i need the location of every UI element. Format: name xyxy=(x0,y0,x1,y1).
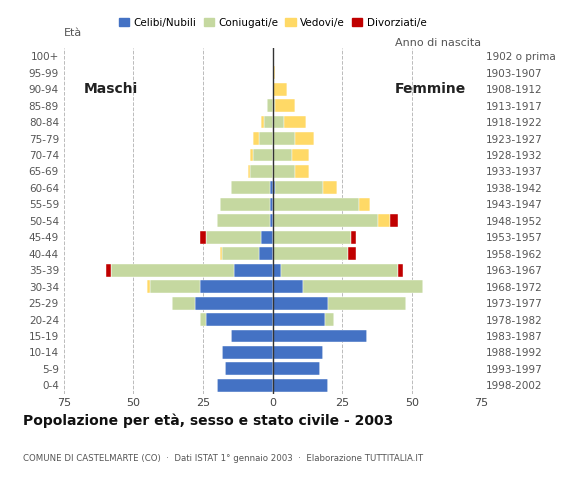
Bar xyxy=(223,346,273,359)
Bar xyxy=(273,280,303,293)
Bar xyxy=(295,132,314,145)
Text: Età: Età xyxy=(64,28,82,38)
Text: COMUNE DI CASTELMARTE (CO)  ·  Dati ISTAT 1° gennaio 2003  ·  Elaborazione TUTTI: COMUNE DI CASTELMARTE (CO) · Dati ISTAT … xyxy=(23,454,423,463)
Bar xyxy=(200,231,206,244)
Text: Maschi: Maschi xyxy=(84,82,137,96)
Bar xyxy=(276,99,295,112)
Bar xyxy=(295,165,309,178)
Bar xyxy=(259,132,273,145)
Bar xyxy=(200,313,206,326)
Bar xyxy=(273,99,275,112)
Text: Anno di nascita: Anno di nascita xyxy=(396,38,481,48)
Bar xyxy=(273,379,328,392)
Bar xyxy=(273,132,295,145)
Bar xyxy=(281,264,398,276)
Bar xyxy=(398,264,404,276)
Bar xyxy=(273,231,350,244)
Bar xyxy=(270,215,273,227)
Bar xyxy=(253,132,259,145)
Bar xyxy=(273,215,378,227)
Bar xyxy=(273,264,281,276)
Bar xyxy=(273,198,359,211)
Bar xyxy=(206,313,273,326)
Bar xyxy=(195,297,273,310)
Bar xyxy=(273,346,322,359)
Bar xyxy=(270,181,273,194)
Legend: Celibi/Nubili, Coniugati/e, Vedovi/e, Divorziati/e: Celibi/Nubili, Coniugati/e, Vedovi/e, Di… xyxy=(115,13,430,32)
Bar xyxy=(217,379,273,392)
Bar xyxy=(225,362,273,375)
Bar xyxy=(273,362,320,375)
Bar xyxy=(273,297,328,310)
Bar xyxy=(273,116,284,129)
Bar xyxy=(303,280,423,293)
Bar xyxy=(234,264,273,276)
Bar xyxy=(253,148,273,161)
Bar xyxy=(359,198,370,211)
Text: Popolazione per età, sesso e stato civile - 2003: Popolazione per età, sesso e stato civil… xyxy=(23,413,393,428)
Bar xyxy=(348,247,356,260)
Bar xyxy=(106,264,111,276)
Bar xyxy=(267,99,273,112)
Bar xyxy=(220,198,270,211)
Bar xyxy=(322,181,336,194)
Bar xyxy=(270,198,273,211)
Bar xyxy=(273,83,287,96)
Bar xyxy=(284,116,306,129)
Bar xyxy=(273,247,348,260)
Bar xyxy=(248,165,251,178)
Bar xyxy=(217,215,270,227)
Bar xyxy=(273,330,367,342)
Bar xyxy=(273,313,325,326)
Bar xyxy=(325,313,334,326)
Bar xyxy=(264,116,273,129)
Bar xyxy=(172,297,195,310)
Bar xyxy=(262,231,273,244)
Bar xyxy=(259,247,273,260)
Bar xyxy=(273,148,292,161)
Bar xyxy=(220,247,223,260)
Bar xyxy=(231,330,273,342)
Bar xyxy=(206,231,262,244)
Bar xyxy=(378,215,390,227)
Bar xyxy=(273,165,295,178)
Bar xyxy=(231,181,270,194)
Bar xyxy=(200,280,273,293)
Bar xyxy=(251,165,273,178)
Bar xyxy=(111,264,234,276)
Bar xyxy=(390,215,398,227)
Bar xyxy=(251,148,253,161)
Bar xyxy=(273,66,275,79)
Bar xyxy=(223,247,259,260)
Bar xyxy=(147,280,150,293)
Bar xyxy=(350,231,356,244)
Bar xyxy=(276,181,322,194)
Bar xyxy=(328,297,406,310)
Bar xyxy=(150,280,200,293)
Bar xyxy=(262,116,264,129)
Bar xyxy=(292,148,309,161)
Bar xyxy=(273,181,275,194)
Text: Femmine: Femmine xyxy=(395,82,466,96)
